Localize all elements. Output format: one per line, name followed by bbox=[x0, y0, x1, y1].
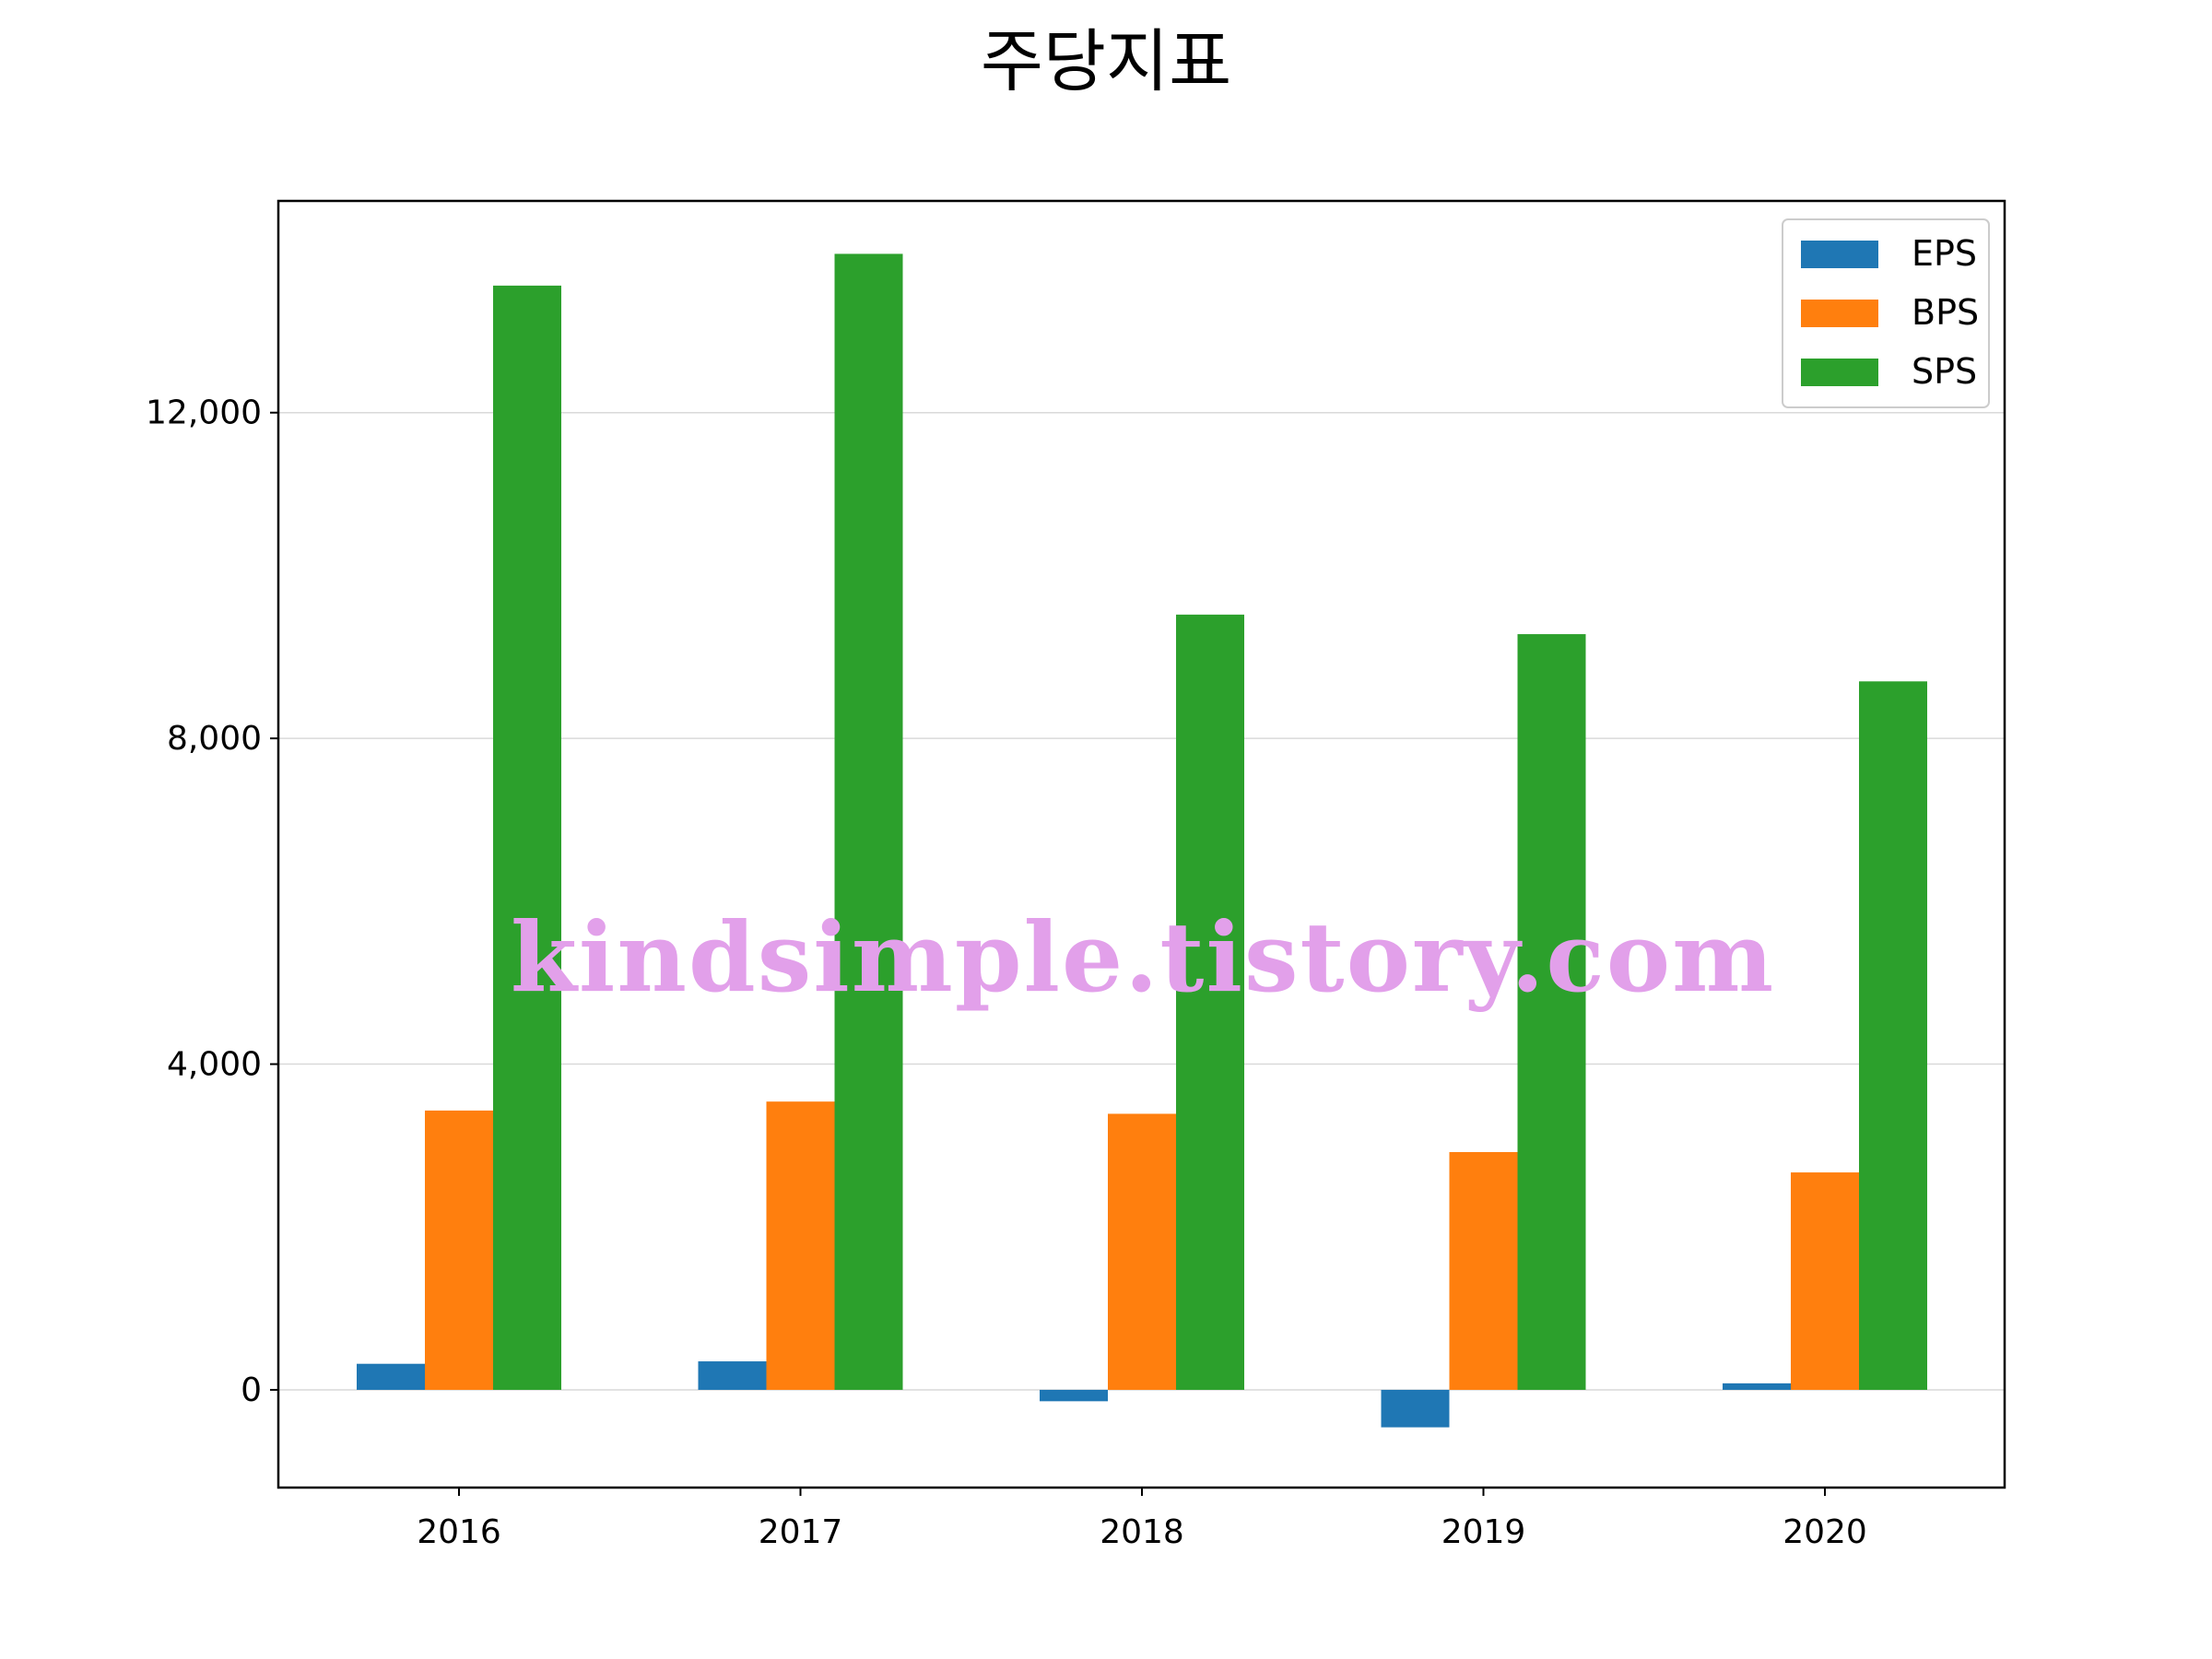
x-tick-label: 2018 bbox=[1100, 1513, 1184, 1551]
bar-bps-2016 bbox=[425, 1110, 493, 1390]
bar-sps-2020 bbox=[1859, 681, 1927, 1390]
legend: EPS BPS SPS bbox=[1782, 218, 1990, 408]
x-tick-label: 2020 bbox=[1783, 1513, 1867, 1551]
bar-eps-2018 bbox=[1040, 1389, 1108, 1402]
bar-bps-2017 bbox=[766, 1101, 835, 1390]
bar-sps-2017 bbox=[834, 253, 903, 1390]
bar-sps-2019 bbox=[1517, 634, 1586, 1390]
legend-label-bps: BPS bbox=[1912, 292, 1979, 333]
bar-eps-2019 bbox=[1381, 1389, 1450, 1428]
y-axis: 0 4,000 8,000 12,000 bbox=[146, 394, 278, 1409]
bar-eps-2017 bbox=[698, 1361, 767, 1390]
bars bbox=[357, 253, 1927, 1428]
y-tick-label: 0 bbox=[241, 1371, 262, 1409]
y-tick-label: 12,000 bbox=[146, 394, 262, 432]
plot-frame bbox=[276, 199, 2006, 1489]
x-tick-label: 2019 bbox=[1441, 1513, 1526, 1551]
x-tick-label: 2017 bbox=[759, 1513, 843, 1551]
bar-eps-2020 bbox=[1723, 1382, 1791, 1390]
legend-label-sps: SPS bbox=[1912, 351, 1977, 392]
x-tick-label: 2016 bbox=[417, 1513, 501, 1551]
bar-bps-2020 bbox=[1791, 1172, 1859, 1390]
legend-swatch-sps bbox=[1801, 359, 1878, 386]
bar-sps-2016 bbox=[493, 285, 561, 1390]
bar-bps-2019 bbox=[1449, 1151, 1518, 1390]
legend-swatch-eps bbox=[1801, 241, 1878, 268]
legend-label-eps: EPS bbox=[1912, 233, 1977, 274]
bar-bps-2018 bbox=[1108, 1113, 1176, 1390]
legend-swatch-bps bbox=[1801, 300, 1878, 327]
bar-sps-2018 bbox=[1176, 614, 1244, 1390]
y-tick-label: 8,000 bbox=[167, 720, 262, 758]
y-tick-label: 4,000 bbox=[167, 1046, 262, 1084]
bar-eps-2016 bbox=[357, 1363, 425, 1390]
y-gridlines bbox=[278, 411, 2005, 1391]
watermark-text: kindsimple.tistory.com bbox=[511, 900, 1775, 1014]
x-axis: 2016 2017 2018 2019 2020 bbox=[417, 1488, 1867, 1551]
chart-title: 주당지표 bbox=[981, 22, 1231, 101]
